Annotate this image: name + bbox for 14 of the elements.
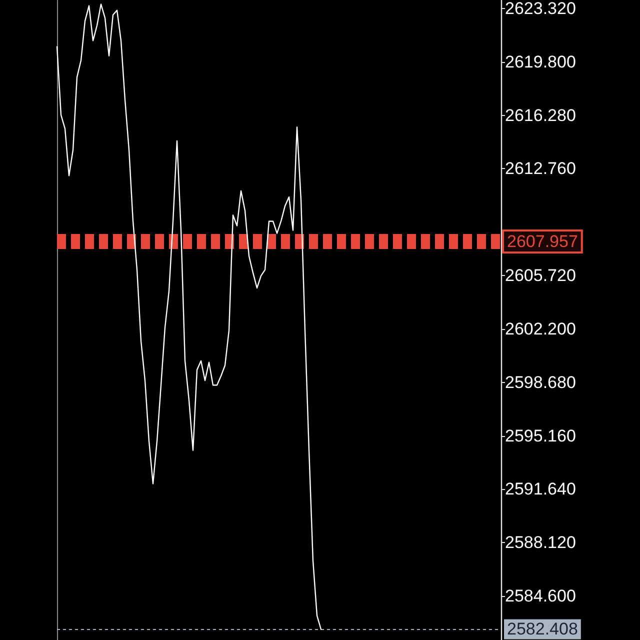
y-tick-label: 2619.800 (505, 52, 576, 72)
y-tick-label: 2591.640 (505, 480, 576, 499)
y-tick-label: 2584.600 (505, 586, 576, 606)
ref-line-label: 2582.408 (507, 620, 578, 639)
line-series (56, 4, 322, 630)
y-tick-label: 2605.720 (505, 266, 576, 286)
y-tick-label: 2588.120 (505, 533, 576, 552)
y-tick-label: 2595.160 (505, 426, 576, 446)
y-tick-label: 2612.760 (505, 159, 576, 178)
y-tick-label: 2598.680 (505, 372, 576, 392)
y-tick-label: 2623.320 (505, 0, 576, 18)
y-tick-label: 2602.200 (505, 319, 576, 338)
y-tick-label: 2616.280 (505, 106, 576, 125)
ref-line-label: 2607.957 (507, 232, 578, 252)
